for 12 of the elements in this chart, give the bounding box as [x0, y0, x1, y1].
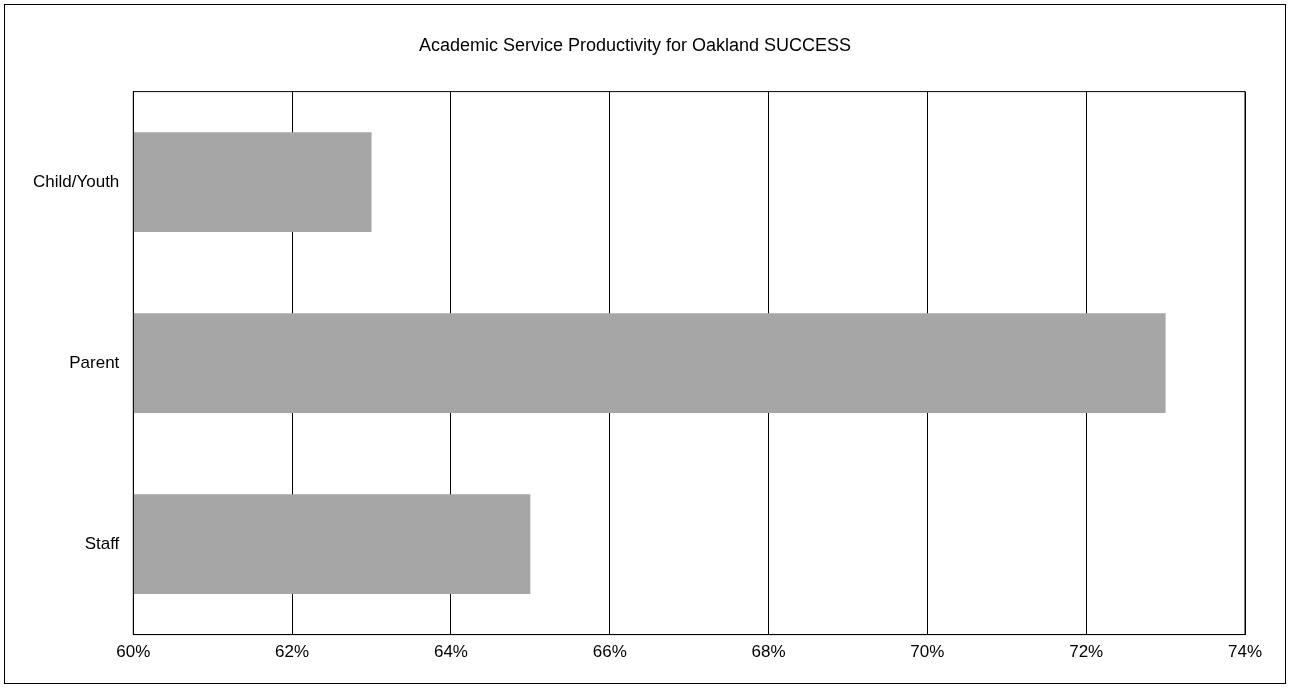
x-tick-label: 66% [592, 642, 627, 662]
x-tick-label: 62% [275, 642, 310, 662]
x-tick-label: 72% [1069, 642, 1104, 662]
x-tick-label: 70% [910, 642, 945, 662]
x-tick-label: 60% [116, 642, 151, 662]
x-tick-label: 74% [1227, 642, 1263, 662]
y-tick-label: Child/Youth [33, 171, 120, 191]
x-tick-label: 64% [433, 642, 468, 662]
x-tick-label: 68% [751, 642, 786, 662]
y-tick-label: Parent [69, 352, 120, 372]
y-tick-label: Staff [84, 533, 120, 553]
chart-title: Academic Service Productivity for Oakland SUCCESS [418, 34, 852, 55]
